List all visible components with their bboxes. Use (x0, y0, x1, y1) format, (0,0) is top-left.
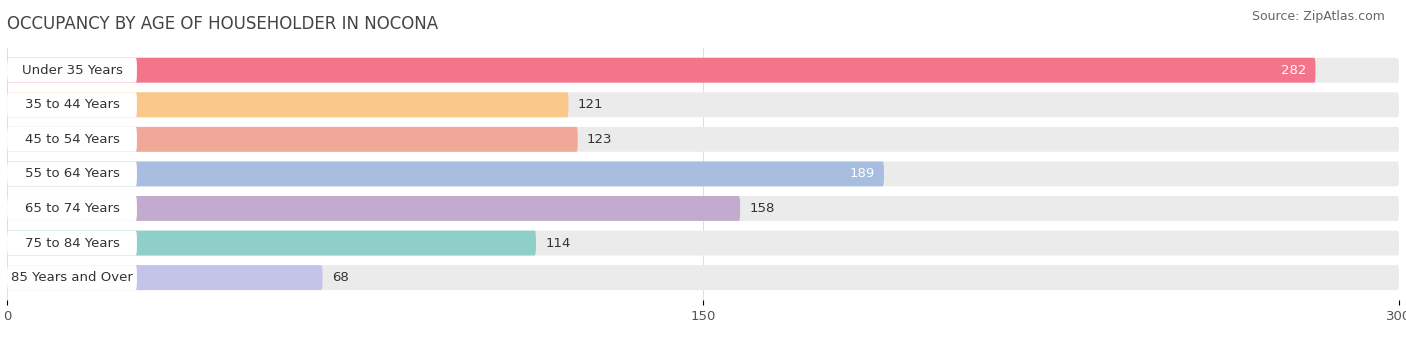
FancyBboxPatch shape (7, 92, 1399, 117)
Text: 189: 189 (849, 167, 875, 180)
Text: 68: 68 (332, 271, 349, 284)
FancyBboxPatch shape (7, 196, 740, 221)
FancyBboxPatch shape (7, 58, 1316, 83)
FancyBboxPatch shape (7, 92, 568, 117)
FancyBboxPatch shape (7, 231, 136, 255)
FancyBboxPatch shape (7, 196, 1399, 221)
FancyBboxPatch shape (7, 231, 1399, 255)
Text: OCCUPANCY BY AGE OF HOUSEHOLDER IN NOCONA: OCCUPANCY BY AGE OF HOUSEHOLDER IN NOCON… (7, 15, 439, 33)
FancyBboxPatch shape (7, 92, 136, 117)
Text: 114: 114 (546, 237, 571, 250)
Text: 55 to 64 Years: 55 to 64 Years (24, 167, 120, 180)
FancyBboxPatch shape (7, 162, 136, 186)
FancyBboxPatch shape (7, 127, 578, 152)
FancyBboxPatch shape (7, 265, 1399, 290)
Text: 123: 123 (588, 133, 613, 146)
FancyBboxPatch shape (7, 58, 1399, 83)
Text: 158: 158 (749, 202, 775, 215)
FancyBboxPatch shape (7, 231, 536, 255)
Text: 282: 282 (1281, 64, 1306, 77)
FancyBboxPatch shape (7, 196, 136, 221)
Text: 75 to 84 Years: 75 to 84 Years (24, 237, 120, 250)
FancyBboxPatch shape (7, 58, 136, 83)
FancyBboxPatch shape (7, 162, 1399, 186)
Text: 35 to 44 Years: 35 to 44 Years (24, 98, 120, 111)
Text: Source: ZipAtlas.com: Source: ZipAtlas.com (1251, 10, 1385, 23)
FancyBboxPatch shape (7, 127, 1399, 152)
Text: 121: 121 (578, 98, 603, 111)
Text: 65 to 74 Years: 65 to 74 Years (24, 202, 120, 215)
FancyBboxPatch shape (7, 265, 136, 290)
FancyBboxPatch shape (7, 162, 884, 186)
Text: 85 Years and Over: 85 Years and Over (11, 271, 134, 284)
Text: 45 to 54 Years: 45 to 54 Years (24, 133, 120, 146)
FancyBboxPatch shape (7, 127, 136, 152)
Text: Under 35 Years: Under 35 Years (21, 64, 122, 77)
FancyBboxPatch shape (7, 265, 322, 290)
